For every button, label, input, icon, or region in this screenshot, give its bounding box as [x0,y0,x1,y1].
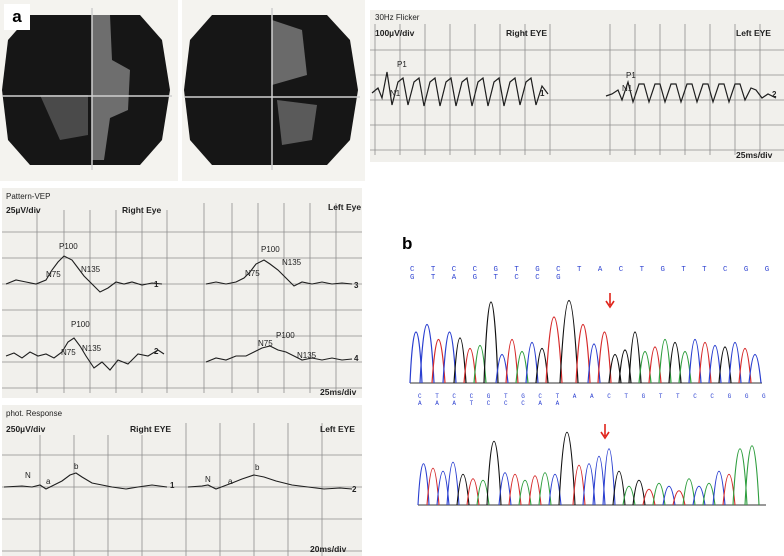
pvep-p100-1: P100 [59,242,78,251]
flicker-plot [370,24,784,155]
pvep-time-scale: 25ms/div [320,387,357,397]
pvep-trace-num-2: 2 [154,347,159,356]
pvep-trace-num-1: 1 [154,280,159,289]
pvep-title: Pattern-VEP [6,192,51,201]
phot-n-right: N [25,471,31,480]
flicker-time-scale: 25ms/div [736,150,773,160]
pvep-right-label: Right Eye [122,205,162,215]
pvep-p100-2: P100 [71,320,90,329]
phot-trace-num-left: 2 [352,485,357,494]
visual-field-right-panel [0,0,178,181]
sequence-bottom: C T C C G T G C T A A C T G T T C C G G … [418,393,771,407]
chromatogram-bottom [417,424,766,506]
pvep-n135-1: N135 [81,265,101,274]
panel-label-a: a [4,4,30,30]
phot-n-left: N [205,475,211,484]
pvep-p100-4: P100 [276,331,295,340]
flicker-trace-num-left: 2 [772,90,777,99]
flicker-right-label: Right EYE [506,28,548,38]
visual-field-left-plot [184,8,360,170]
flicker-scale: 100µV/div [375,28,415,38]
phot-time-scale: 20ms/div [310,544,347,554]
pvep-trace-1 [5,255,163,293]
pvep-left-label: Left Eye [328,202,362,212]
pvep-n75-3: N75 [245,269,260,278]
pvep-trace-num-4: 4 [354,354,359,363]
flicker-p1-left: P1 [626,71,636,80]
flicker-n1-left: N1 [622,84,633,93]
phot-title: phot. Response [6,409,63,418]
mutation-arrow-bottom [600,424,610,440]
pattern-vep-panel: Pattern-VEP 25µV/div Right Eye Left Eye … [2,188,362,398]
phot-right-label: Right EYE [130,424,172,434]
pvep-trace-num-3: 3 [354,281,359,290]
pvep-n135-4: N135 [297,351,317,360]
flicker-p1-right: P1 [397,60,407,69]
pvep-p100-3: P100 [261,245,280,254]
pvep-n75-4: N75 [258,339,273,348]
phot-b-left: b [255,463,260,472]
phot-a-left: a [228,477,233,486]
flicker-left-trace [605,79,777,105]
phot-trace-num-right: 1 [170,481,175,490]
panel-label-b: b [402,234,413,253]
pvep-trace-4 [205,345,353,363]
pvep-n75-1: N75 [46,270,61,279]
phot-scale: 250µV/div [6,424,46,434]
phot-response-plot [2,423,362,556]
phot-b-right: b [74,462,79,471]
flicker-left-label: Left EYE [736,28,771,38]
phot-left-trace [187,474,353,490]
visual-field-right-plot [2,8,172,170]
flicker-trace-num-right: 1 [540,89,545,98]
phot-response-panel: phot. Response 250µV/div Right EYE Left … [2,405,362,556]
pvep-n135-2: N135 [82,344,102,353]
pattern-vep-plot [2,203,362,393]
phot-a-right: a [46,477,51,486]
pvep-scale: 25µV/div [6,205,41,215]
pvep-trace-2 [5,337,165,371]
flicker-panel: 30Hz Flicker 100µV/div Right EYE Left EY… [370,10,784,162]
mutation-arrow-top [605,293,615,309]
flicker-title: 30Hz Flicker [375,13,420,22]
phot-right-trace [3,472,168,490]
pvep-n135-3: N135 [282,258,302,267]
pvep-n75-2: N75 [61,348,76,357]
sequence-top: C T C C G T G C T A C T G T T C G G G T … [410,266,776,282]
flicker-right-trace [371,71,549,107]
chromatogram-top [409,293,762,384]
pvep-trace-3 [205,259,353,287]
flicker-n1-right: N1 [390,89,401,98]
phot-left-label: Left EYE [320,424,355,434]
visual-field-left-panel [182,0,365,181]
